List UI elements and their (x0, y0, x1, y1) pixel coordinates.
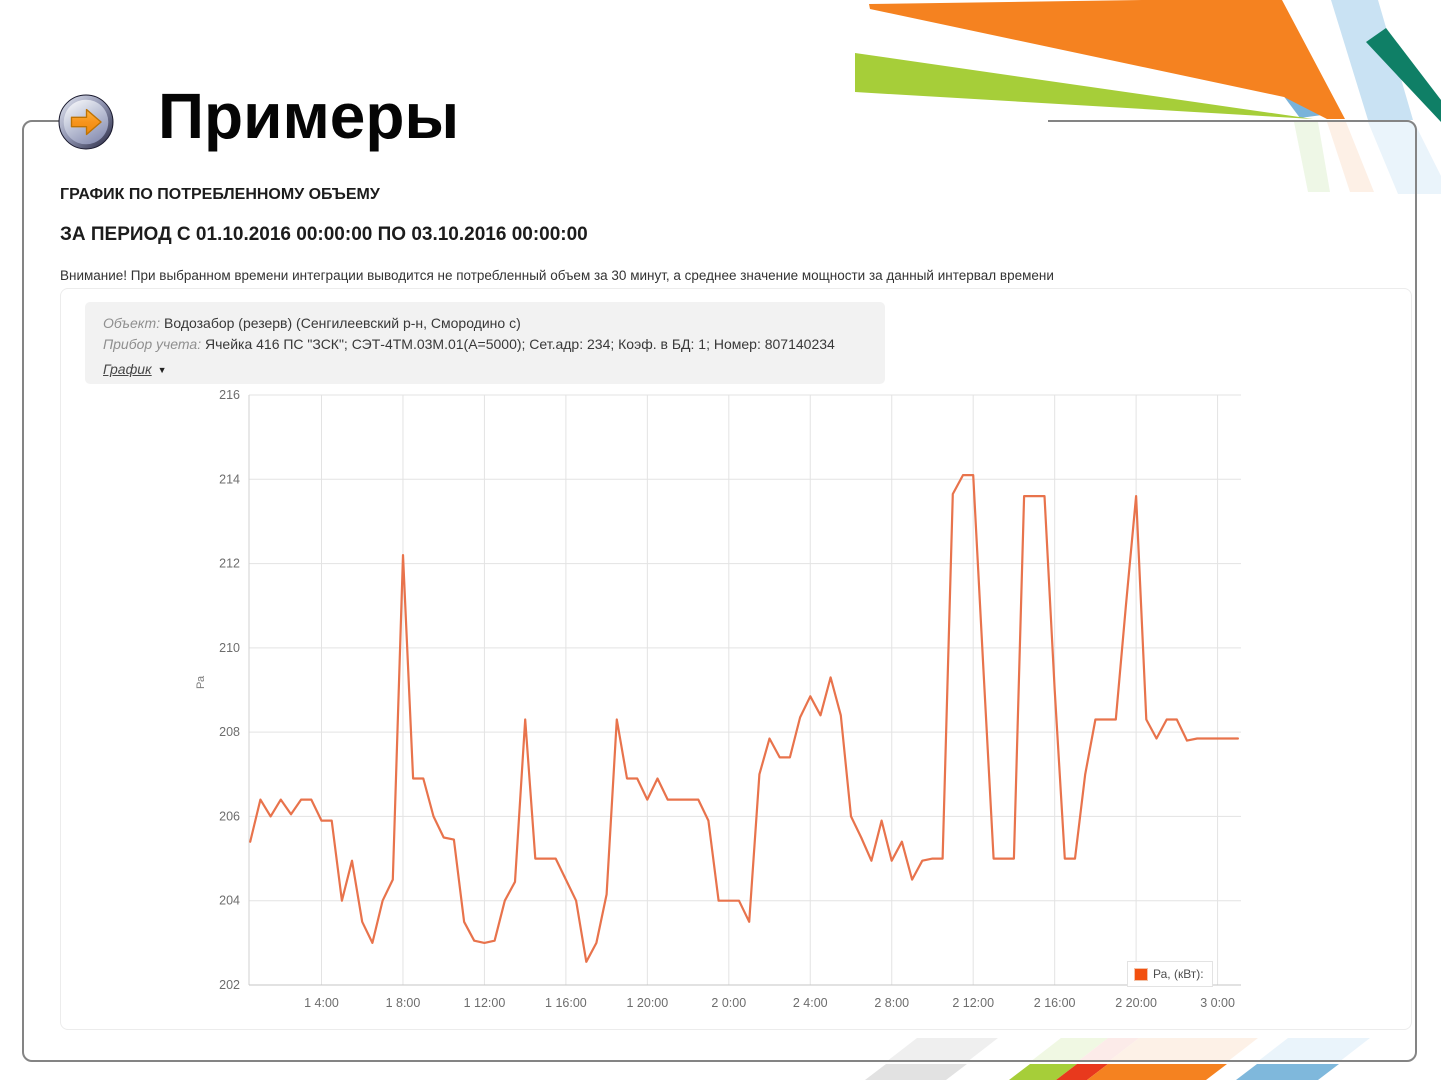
object-value: Водозабор (резерв) (Сенгилеевский р-н, С… (164, 315, 521, 331)
svg-text:210: 210 (219, 641, 240, 655)
report-warning: Внимание! При выбранном времени интеграц… (60, 268, 1054, 283)
svg-text:214: 214 (219, 472, 240, 486)
svg-text:216: 216 (219, 388, 240, 402)
svg-text:2 8:00: 2 8:00 (874, 996, 909, 1010)
svg-text:2 4:00: 2 4:00 (793, 996, 828, 1010)
svg-text:204: 204 (219, 894, 240, 908)
device-label: Прибор учета: (103, 336, 202, 352)
svg-text:3 0:00: 3 0:00 (1200, 996, 1235, 1010)
meter-info-box: Объект: Водозабор (резерв) (Сенгилеевски… (85, 302, 885, 384)
svg-text:2 12:00: 2 12:00 (952, 996, 994, 1010)
svg-text:2 0:00: 2 0:00 (711, 996, 746, 1010)
report-period: ЗА ПЕРИОД С 01.10.2016 00:00:00 ПО 03.10… (60, 224, 588, 245)
legend-label: Ра, (кВт): (1153, 967, 1204, 981)
report-card: Объект: Водозабор (резерв) (Сенгилеевски… (60, 288, 1412, 1030)
svg-text:1 20:00: 1 20:00 (626, 996, 668, 1010)
svg-text:208: 208 (219, 725, 240, 739)
arrow-bullet-icon (58, 94, 114, 150)
svg-text:206: 206 (219, 809, 240, 823)
report-heading: ГРАФИК ПО ПОТРЕБЛЕННОМУ ОБЪЕМУ (60, 186, 380, 203)
title-background-mask (64, 112, 1048, 132)
meter-device-line: Прибор учета: Ячейка 416 ПС "ЗСК"; СЭТ-4… (103, 334, 867, 355)
chart-legend: Ра, (кВт): (1127, 961, 1213, 987)
y-axis-title: Ра (195, 675, 207, 689)
svg-text:2 16:00: 2 16:00 (1034, 996, 1076, 1010)
svg-text:2 20:00: 2 20:00 (1115, 996, 1157, 1010)
meter-object-line: Объект: Водозабор (резерв) (Сенгилеевски… (103, 313, 867, 334)
legend-swatch (1134, 967, 1148, 981)
svg-text:202: 202 (219, 978, 240, 992)
svg-text:1 4:00: 1 4:00 (304, 996, 339, 1010)
view-selector-link[interactable]: График ▼ (103, 359, 167, 381)
svg-text:1 8:00: 1 8:00 (386, 996, 421, 1010)
svg-text:1 16:00: 1 16:00 (545, 996, 587, 1010)
chevron-down-icon: ▼ (157, 365, 167, 375)
chart-canvas: 202 204 206 208 210 212 214 216 1 4:00 1 8:00 1 12… (219, 388, 1241, 1010)
svg-text:212: 212 (219, 557, 240, 571)
object-label: Объект: (103, 315, 161, 331)
slide-title: Примеры (158, 80, 460, 152)
device-value: Ячейка 416 ПС "ЗСК"; СЭТ-4ТМ.03М.01(А=50… (205, 336, 835, 352)
svg-text:1 12:00: 1 12:00 (464, 996, 506, 1010)
